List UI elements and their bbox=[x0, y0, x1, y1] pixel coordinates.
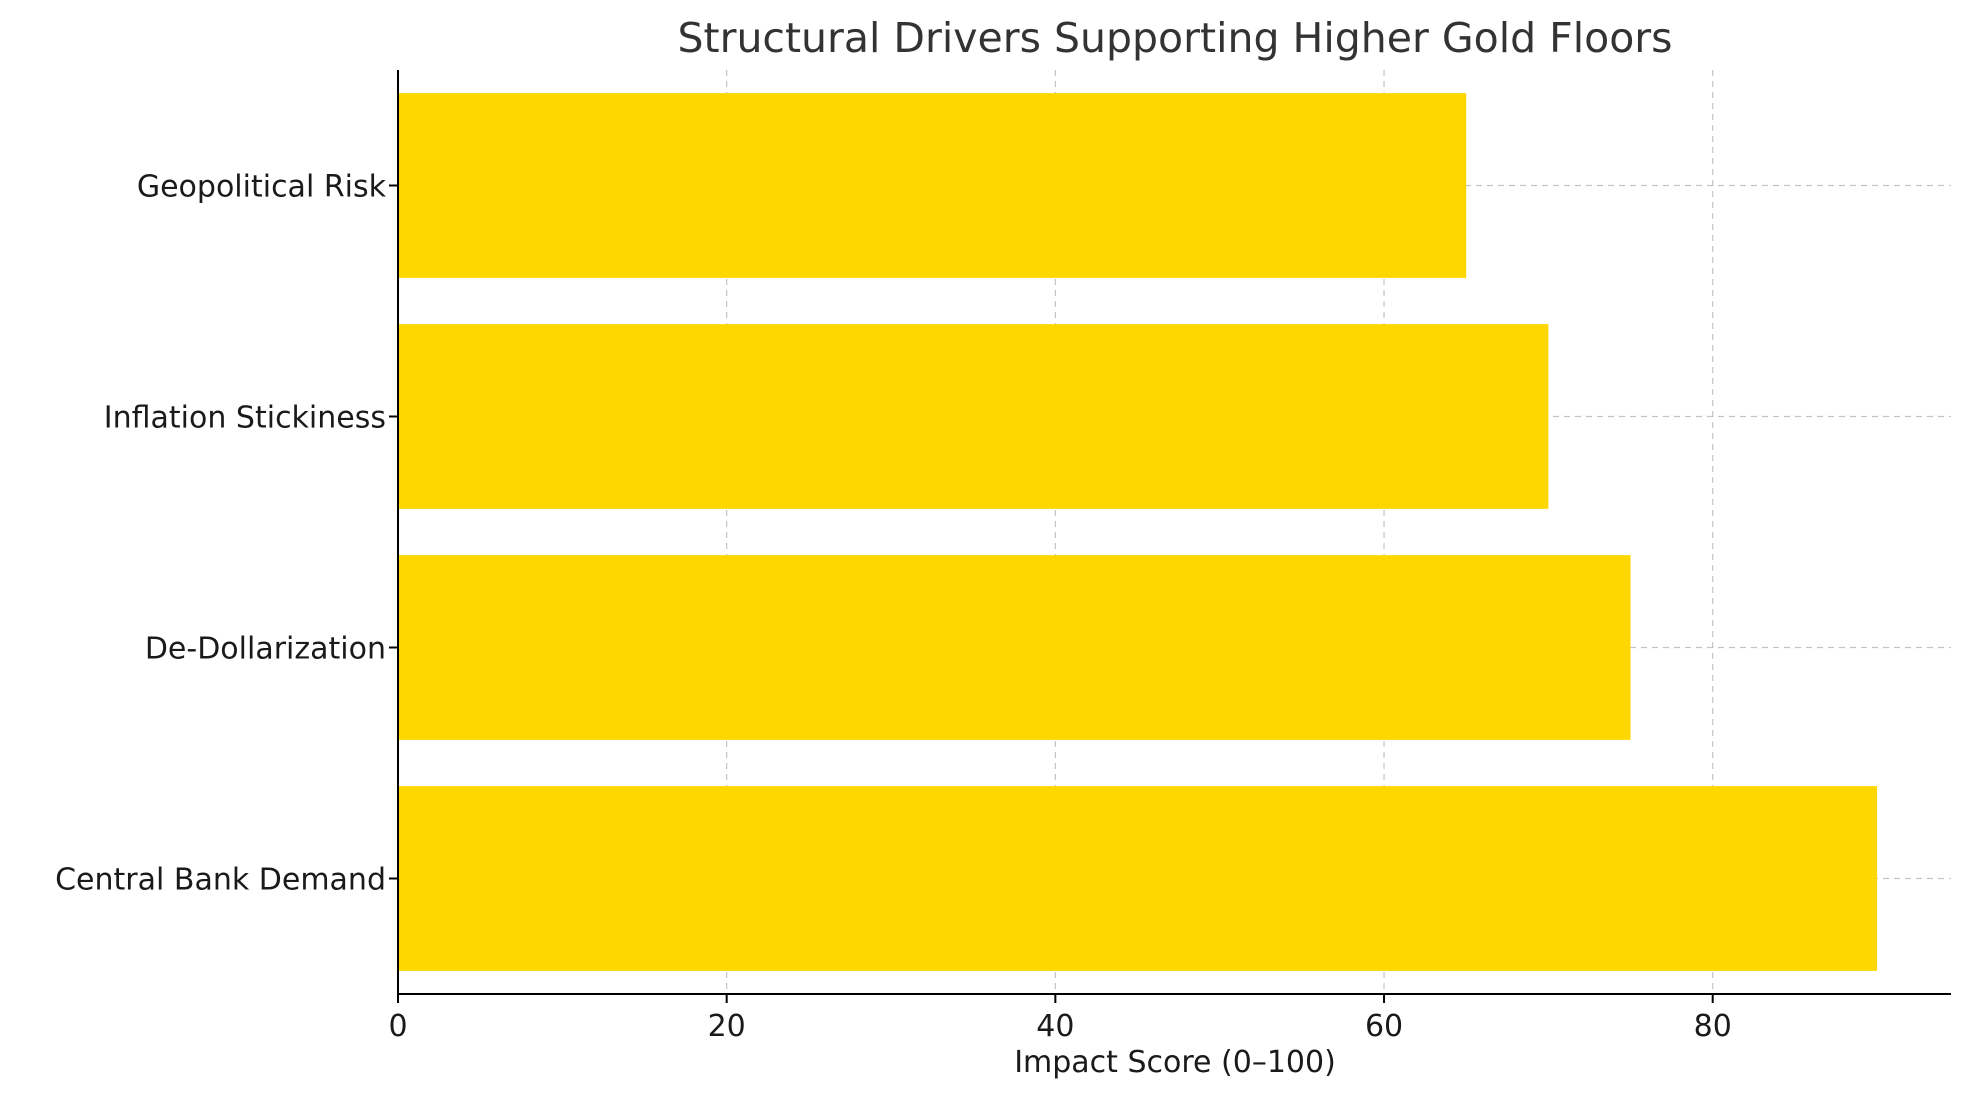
bar-central-bank-demand bbox=[398, 786, 1878, 971]
chart-title: Structural Drivers Supporting Higher Gol… bbox=[677, 14, 1672, 62]
bar-de-dollarization bbox=[398, 555, 1631, 740]
x-axis-label: Impact Score (0–100) bbox=[1014, 1045, 1336, 1080]
bar-inflation-stickiness bbox=[398, 324, 1549, 509]
axes bbox=[389, 70, 1951, 1003]
x-tick-label: 80 bbox=[1694, 1009, 1732, 1044]
category-label: Geopolitical Risk bbox=[137, 170, 387, 205]
bars bbox=[398, 93, 1878, 971]
category-label: Central Bank Demand bbox=[55, 863, 386, 898]
x-tick-label: 20 bbox=[708, 1009, 746, 1044]
labels: 0 20 40 60 80 Central Bank Demand De-Dollariza… bbox=[55, 170, 1732, 1045]
x-tick-label: 40 bbox=[1036, 1009, 1074, 1044]
x-tick-label: 60 bbox=[1365, 1009, 1403, 1044]
category-label: De-Dollarization bbox=[145, 632, 386, 667]
bar-geopolitical-risk bbox=[398, 93, 1467, 278]
x-tick-label: 0 bbox=[388, 1009, 407, 1044]
category-label: Inflation Stickiness bbox=[104, 401, 386, 436]
